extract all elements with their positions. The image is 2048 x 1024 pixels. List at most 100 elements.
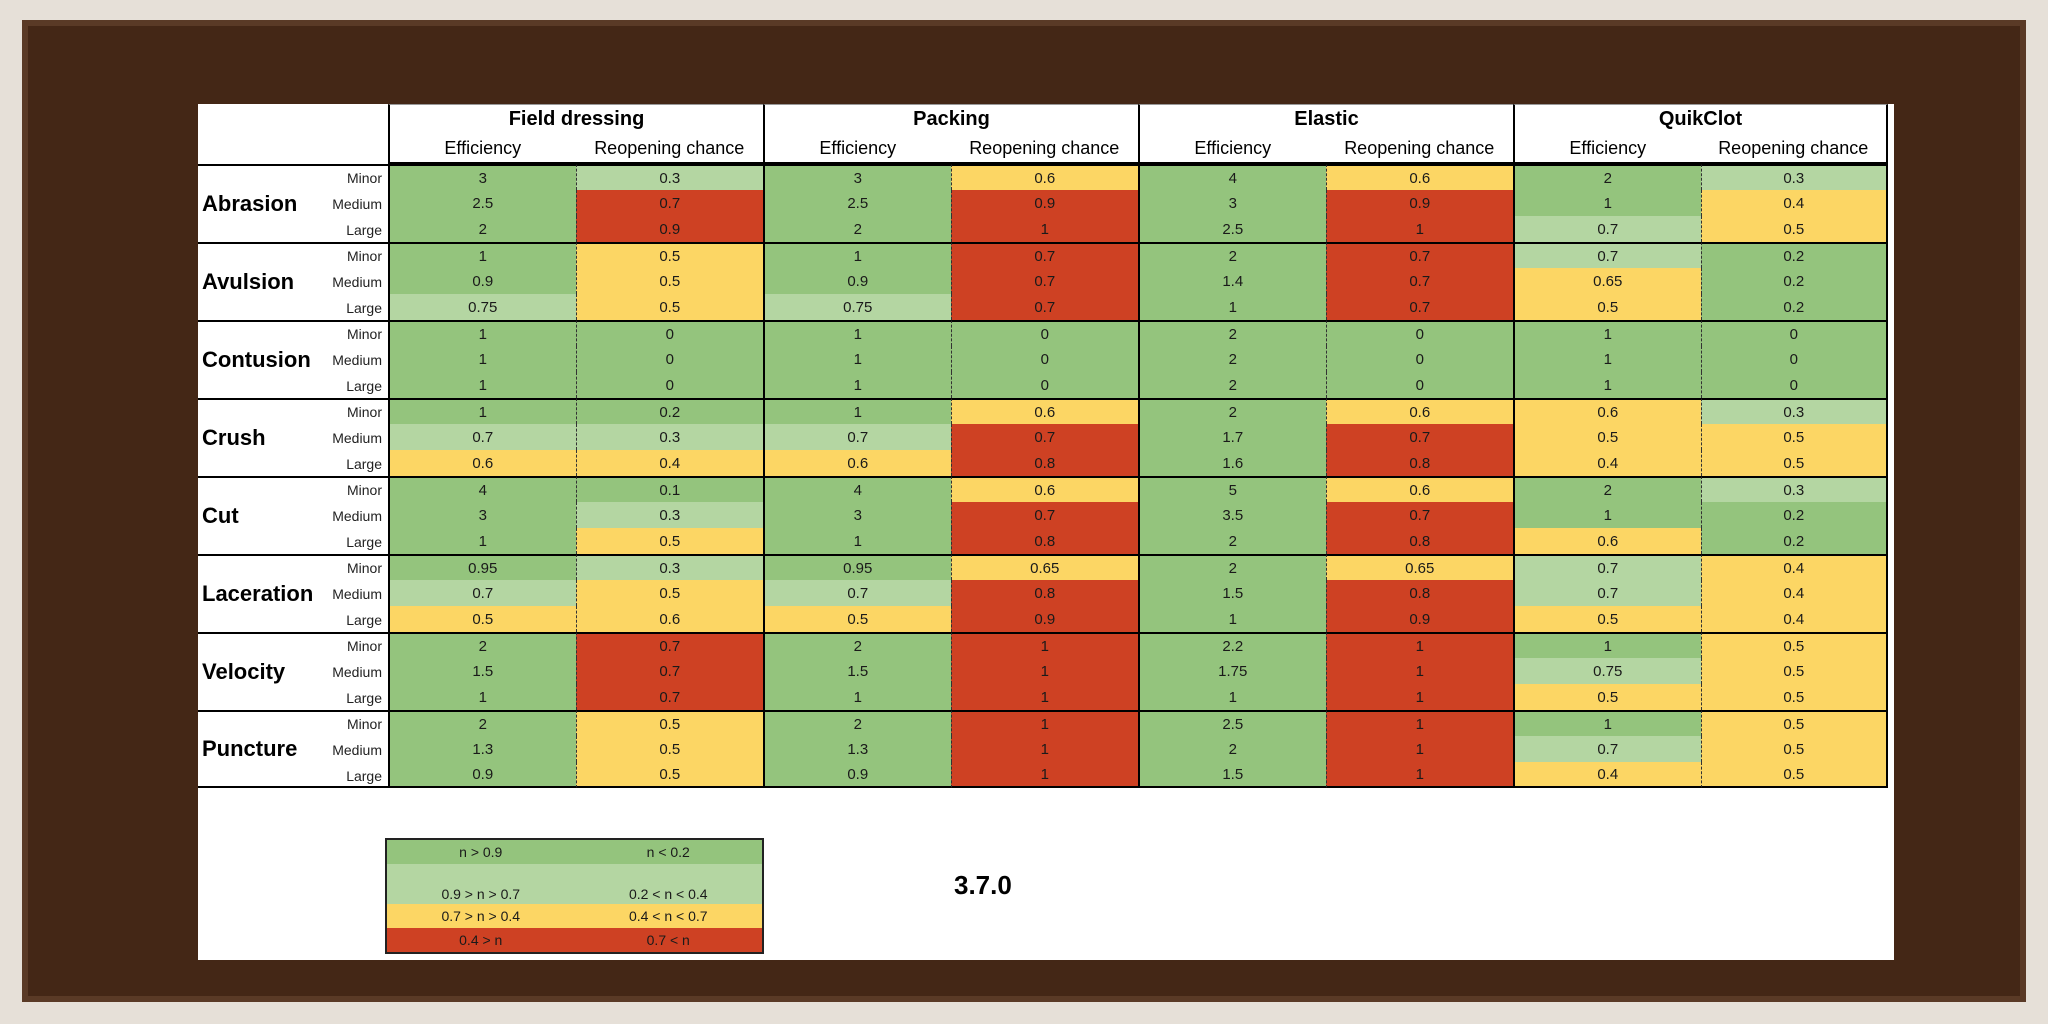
table-cell: 2 [388, 632, 576, 658]
severity-label: Medium [332, 508, 382, 524]
table-cell: 2 [763, 216, 951, 242]
severity-label: Medium [332, 742, 382, 758]
table-cell: 0.9 [763, 762, 951, 788]
table-cell: 0 [1700, 372, 1888, 398]
wound-name: Avulsion [202, 269, 295, 294]
wound-name: Puncture [202, 736, 298, 761]
table-cell: 2 [1138, 320, 1326, 346]
wound-label: Cut Minor Medium Large [198, 476, 388, 554]
table-cell: 0.5 [1700, 658, 1888, 684]
table-cell: 1 [388, 346, 576, 372]
table-cell: 0 [1325, 372, 1513, 398]
table-cell: 1.5 [388, 658, 576, 684]
table-cell: 2 [388, 710, 576, 736]
table-cell: 0.7 [1513, 736, 1701, 762]
table-cell: 1 [1513, 632, 1701, 658]
table-cell: 0.9 [763, 268, 951, 294]
severity-label: Large [346, 378, 382, 394]
table-cell: 0.1 [575, 476, 763, 502]
table-cell: 0.3 [575, 554, 763, 580]
table-cell: 0.75 [1513, 658, 1701, 684]
table-cell: 1 [950, 658, 1138, 684]
table-cell: 0.7 [763, 424, 951, 450]
table-cell: 0.4 [1513, 450, 1701, 476]
table-cell: 0 [1700, 320, 1888, 346]
table-cell: 0.7 [1325, 242, 1513, 268]
wound-label: Velocity Minor Medium Large [198, 632, 388, 710]
table-cell: 0.8 [1325, 450, 1513, 476]
table-cell: 0.4 [1513, 762, 1701, 788]
table-cell: 1 [950, 710, 1138, 736]
table-cell: 1 [1513, 320, 1701, 346]
spreadsheet: Field dressing Efficiency Reopening chance… [198, 104, 1894, 960]
table-cell: 1 [950, 684, 1138, 710]
table-cell: 0.65 [950, 554, 1138, 580]
table-cell: 0.5 [1513, 606, 1701, 632]
table-cell: 1 [1513, 710, 1701, 736]
table-cell: 4 [763, 476, 951, 502]
table-cell: 1 [950, 632, 1138, 658]
table-cell: 0.3 [1700, 476, 1888, 502]
group-header: QuikClot [1513, 104, 1888, 134]
table-cell: 0.2 [1700, 502, 1888, 528]
table-cell: 0.3 [1700, 398, 1888, 424]
legend-reopening: 0.7 < n [646, 932, 690, 948]
table-cell: 3 [1138, 190, 1326, 216]
group-header: Elastic [1138, 104, 1513, 134]
severity-label: Minor [346, 560, 382, 576]
subheader-reopening: Reopening chance [1325, 134, 1513, 164]
table-cell: 1 [1325, 710, 1513, 736]
table-cell: 0 [575, 372, 763, 398]
table-cell: 0.5 [1700, 216, 1888, 242]
subheader-efficiency: Efficiency [388, 134, 576, 164]
severity-label: Medium [332, 196, 382, 212]
severity-label: Minor [346, 170, 382, 186]
table-cell: 0 [575, 320, 763, 346]
table-cell: 2 [1138, 398, 1326, 424]
table-cell: 0.7 [575, 632, 763, 658]
table-cell: 0 [575, 346, 763, 372]
table-cell: 2.5 [388, 190, 576, 216]
table-cell: 0.7 [950, 242, 1138, 268]
table-cell: 2 [763, 632, 951, 658]
table-cell: 2 [1138, 346, 1326, 372]
table-cell: 2 [1138, 242, 1326, 268]
table-cell: 0 [1325, 320, 1513, 346]
table-cell: 0.6 [1513, 528, 1701, 554]
table-cell: 2 [1138, 554, 1326, 580]
table-cell: 0.95 [388, 554, 576, 580]
table-cell: 4 [1138, 164, 1326, 190]
table-cell: 1.75 [1138, 658, 1326, 684]
table-cell: 1 [763, 346, 951, 372]
legend-efficiency: 0.4 > n [459, 932, 503, 948]
table-cell: 0.7 [950, 502, 1138, 528]
table-cell: 1 [763, 372, 951, 398]
table-cell: 1 [1138, 606, 1326, 632]
table-cell: 0.4 [575, 450, 763, 476]
table-cell: 0.6 [1513, 398, 1701, 424]
table-cell: 1 [763, 398, 951, 424]
version-label: 3.7.0 [954, 870, 1012, 900]
table-cell: 0.5 [1513, 424, 1701, 450]
table-cell: 1.6 [1138, 450, 1326, 476]
table-cell: 0.9 [950, 606, 1138, 632]
subheader-efficiency: Efficiency [1138, 134, 1326, 164]
table-cell: 0.7 [1513, 580, 1701, 606]
table-cell: 0.7 [388, 580, 576, 606]
table-cell: 2.5 [763, 190, 951, 216]
table-cell: 0.4 [1700, 606, 1888, 632]
table-cell: 1 [1325, 216, 1513, 242]
severity-label: Minor [346, 482, 382, 498]
severity-label: Large [346, 612, 382, 628]
table-cell: 0.7 [1325, 424, 1513, 450]
severity-label: Large [346, 300, 382, 316]
wound-name: Crush [202, 425, 266, 450]
severity-label: Minor [346, 326, 382, 342]
table-cell: 0.9 [1325, 606, 1513, 632]
table-cell: 0.6 [763, 450, 951, 476]
table-cell: 1 [1325, 684, 1513, 710]
table-cell: 0.4 [1700, 554, 1888, 580]
subheader-reopening: Reopening chance [575, 134, 763, 164]
table-cell: 1 [388, 372, 576, 398]
wound-name: Cut [202, 503, 239, 528]
